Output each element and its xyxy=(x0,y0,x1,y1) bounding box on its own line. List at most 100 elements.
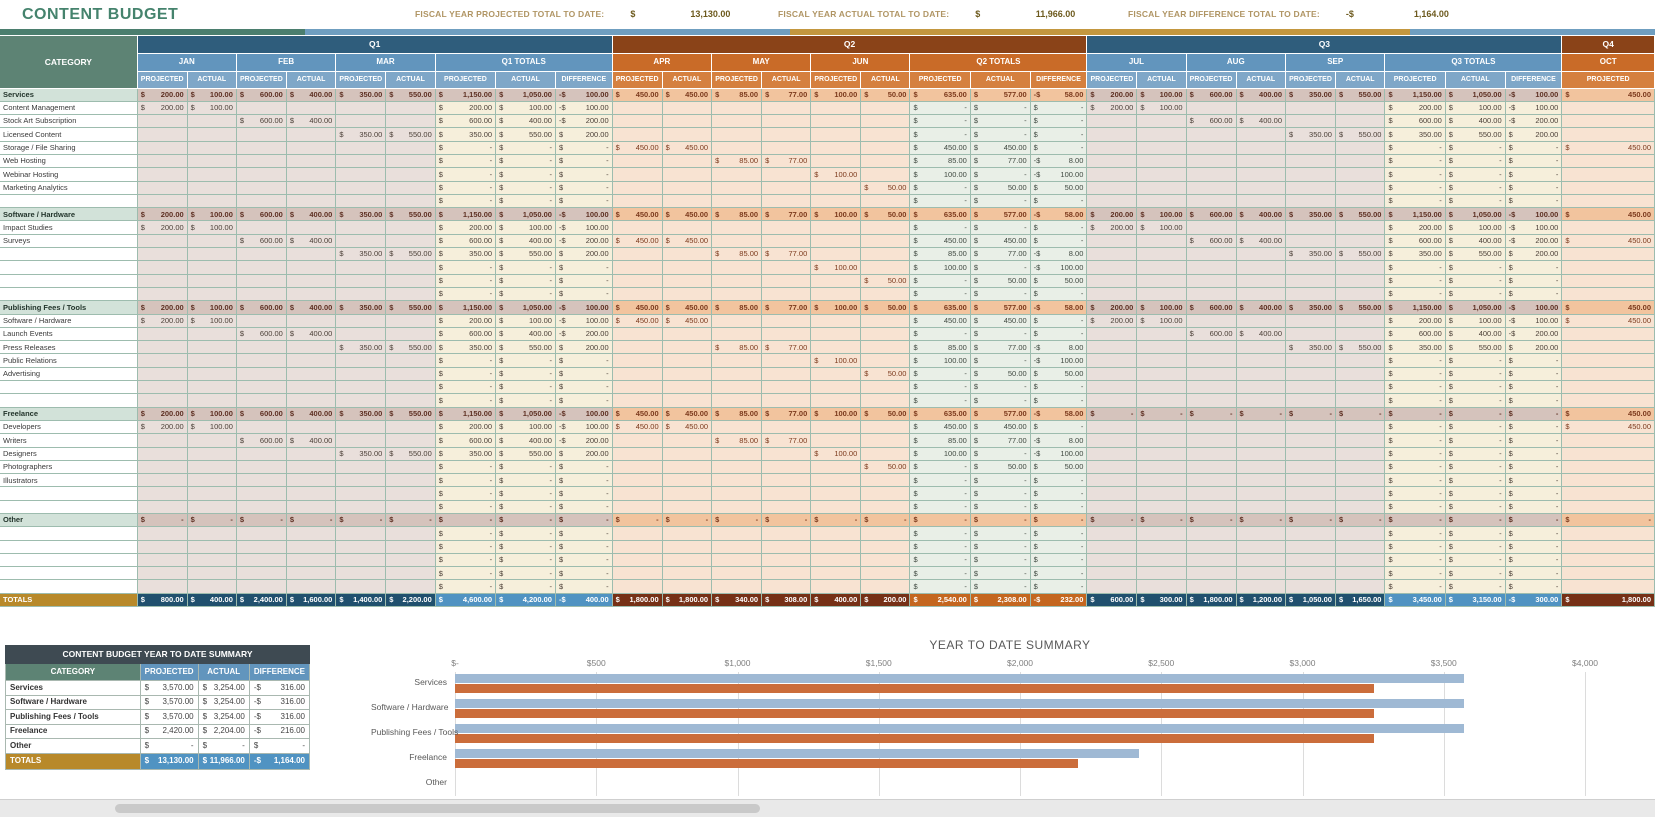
budget-cell[interactable]: $200.00 xyxy=(1384,220,1446,235)
budget-cell[interactable] xyxy=(1136,287,1187,302)
budget-cell[interactable] xyxy=(761,127,812,142)
budget-cell[interactable] xyxy=(1136,447,1187,461)
budget-cell[interactable]: $200.00 xyxy=(1086,314,1138,328)
budget-cell[interactable]: $ - xyxy=(495,367,556,382)
budget-cell[interactable]: $ - xyxy=(1445,447,1506,461)
budget-cell[interactable] xyxy=(1236,141,1287,155)
horizontal-scrollbar[interactable] xyxy=(0,799,1655,817)
budget-cell[interactable]: $ - xyxy=(555,353,613,368)
budget-cell[interactable]: $ - xyxy=(1384,447,1446,461)
budget-cell[interactable] xyxy=(236,553,287,568)
budget-cell[interactable] xyxy=(1335,579,1386,594)
budget-cell[interactable] xyxy=(761,274,812,288)
budget-cell[interactable] xyxy=(1335,420,1386,435)
budget-cell[interactable] xyxy=(187,553,237,568)
budget-cell[interactable] xyxy=(137,234,188,249)
category-cell[interactable]: Writers xyxy=(0,433,138,448)
budget-cell[interactable] xyxy=(1086,114,1138,129)
budget-cell[interactable] xyxy=(1561,433,1655,448)
budget-cell[interactable] xyxy=(711,127,763,142)
budget-cell[interactable]: $600.00 xyxy=(1186,114,1237,129)
budget-cell[interactable]: -$ 100.00 xyxy=(1505,314,1563,328)
budget-cell[interactable]: $ - xyxy=(495,579,556,594)
budget-cell[interactable] xyxy=(1236,460,1287,475)
budget-cell[interactable] xyxy=(662,247,713,262)
budget-cell[interactable]: $ - xyxy=(1445,579,1506,594)
budget-cell[interactable] xyxy=(385,194,436,209)
budget-cell[interactable] xyxy=(286,460,337,475)
budget-cell[interactable]: $ - xyxy=(1384,566,1446,581)
budget-cell[interactable]: $ - xyxy=(970,114,1031,129)
budget-cell[interactable] xyxy=(1335,314,1386,328)
budget-cell[interactable] xyxy=(612,447,663,461)
budget-cell[interactable]: $ - xyxy=(1505,353,1563,368)
budget-cell[interactable] xyxy=(662,101,713,116)
budget-cell[interactable] xyxy=(1186,500,1237,515)
budget-cell[interactable]: -$ 8.00 xyxy=(1030,433,1088,448)
budget-cell[interactable] xyxy=(1086,460,1138,475)
budget-cell[interactable]: $1,150.00 xyxy=(435,407,497,421)
budget-cell[interactable]: $200.00 xyxy=(1086,88,1138,102)
budget-cell[interactable] xyxy=(612,167,663,182)
budget-cell[interactable] xyxy=(1335,500,1386,515)
budget-cell[interactable]: -$ 8.00 xyxy=(1030,154,1088,169)
budget-cell[interactable] xyxy=(286,340,337,355)
budget-cell[interactable]: $100.00 xyxy=(187,88,237,102)
budget-cell[interactable]: $350.00 xyxy=(1384,340,1446,355)
budget-cell[interactable] xyxy=(1335,433,1386,448)
budget-cell[interactable] xyxy=(137,194,188,209)
budget-cell[interactable] xyxy=(1086,486,1138,501)
budget-cell[interactable] xyxy=(810,314,862,328)
budget-cell[interactable]: $450.00 xyxy=(1561,420,1655,435)
budget-cell[interactable] xyxy=(1136,579,1187,594)
totals-cell[interactable]: $1,050.00 xyxy=(1285,593,1336,608)
budget-cell[interactable]: $450.00 xyxy=(612,234,663,249)
budget-cell[interactable] xyxy=(1086,340,1138,355)
budget-cell[interactable] xyxy=(761,234,812,249)
budget-cell[interactable]: $ - xyxy=(435,526,497,541)
budget-cell[interactable] xyxy=(385,167,436,182)
budget-cell[interactable]: $ - xyxy=(1384,420,1446,435)
budget-cell[interactable] xyxy=(385,234,436,249)
budget-cell[interactable]: $ - xyxy=(555,154,613,169)
budget-cell[interactable] xyxy=(1285,314,1336,328)
budget-cell[interactable]: $ - xyxy=(1505,513,1563,528)
budget-cell[interactable]: $77.00 xyxy=(761,154,812,169)
budget-cell[interactable] xyxy=(236,141,287,155)
budget-cell[interactable] xyxy=(335,353,387,368)
budget-cell[interactable] xyxy=(335,194,387,209)
budget-cell[interactable] xyxy=(1561,447,1655,461)
budget-cell[interactable] xyxy=(1086,380,1138,395)
scrollbar-thumb[interactable] xyxy=(115,804,760,813)
category-cell[interactable] xyxy=(0,500,138,515)
budget-cell[interactable] xyxy=(286,127,337,142)
budget-cell[interactable]: $450.00 xyxy=(970,141,1031,155)
budget-cell[interactable] xyxy=(662,167,713,182)
budget-cell[interactable]: $577.00 xyxy=(970,300,1031,315)
budget-cell[interactable]: $ - xyxy=(970,287,1031,302)
budget-cell[interactable] xyxy=(1285,540,1336,554)
budget-cell[interactable]: -$ 58.00 xyxy=(1030,300,1088,315)
budget-cell[interactable] xyxy=(335,314,387,328)
budget-cell[interactable]: $ - xyxy=(1384,274,1446,288)
budget-cell[interactable]: -$ 200.00 xyxy=(1505,327,1563,342)
budget-cell[interactable]: $ - xyxy=(236,513,287,528)
budget-cell[interactable]: $ - xyxy=(1384,367,1446,382)
budget-cell[interactable] xyxy=(137,540,188,554)
budget-cell[interactable]: $ - xyxy=(1384,194,1446,209)
budget-cell[interactable]: $450.00 xyxy=(1561,141,1655,155)
budget-cell[interactable] xyxy=(1561,566,1655,581)
budget-cell[interactable]: $550.00 xyxy=(1445,247,1506,262)
budget-cell[interactable] xyxy=(860,486,911,501)
budget-cell[interactable] xyxy=(1186,167,1237,182)
budget-cell[interactable]: -$ 8.00 xyxy=(1030,247,1088,262)
budget-cell[interactable]: $550.00 xyxy=(495,127,556,142)
budget-cell[interactable] xyxy=(860,194,911,209)
budget-cell[interactable]: $ - xyxy=(1445,380,1506,395)
budget-cell[interactable]: $77.00 xyxy=(761,207,812,222)
budget-cell[interactable]: $ - xyxy=(555,287,613,302)
budget-cell[interactable] xyxy=(1335,327,1386,342)
budget-cell[interactable]: $ - xyxy=(1030,327,1088,342)
budget-cell[interactable] xyxy=(1285,473,1336,488)
budget-cell[interactable] xyxy=(860,553,911,568)
